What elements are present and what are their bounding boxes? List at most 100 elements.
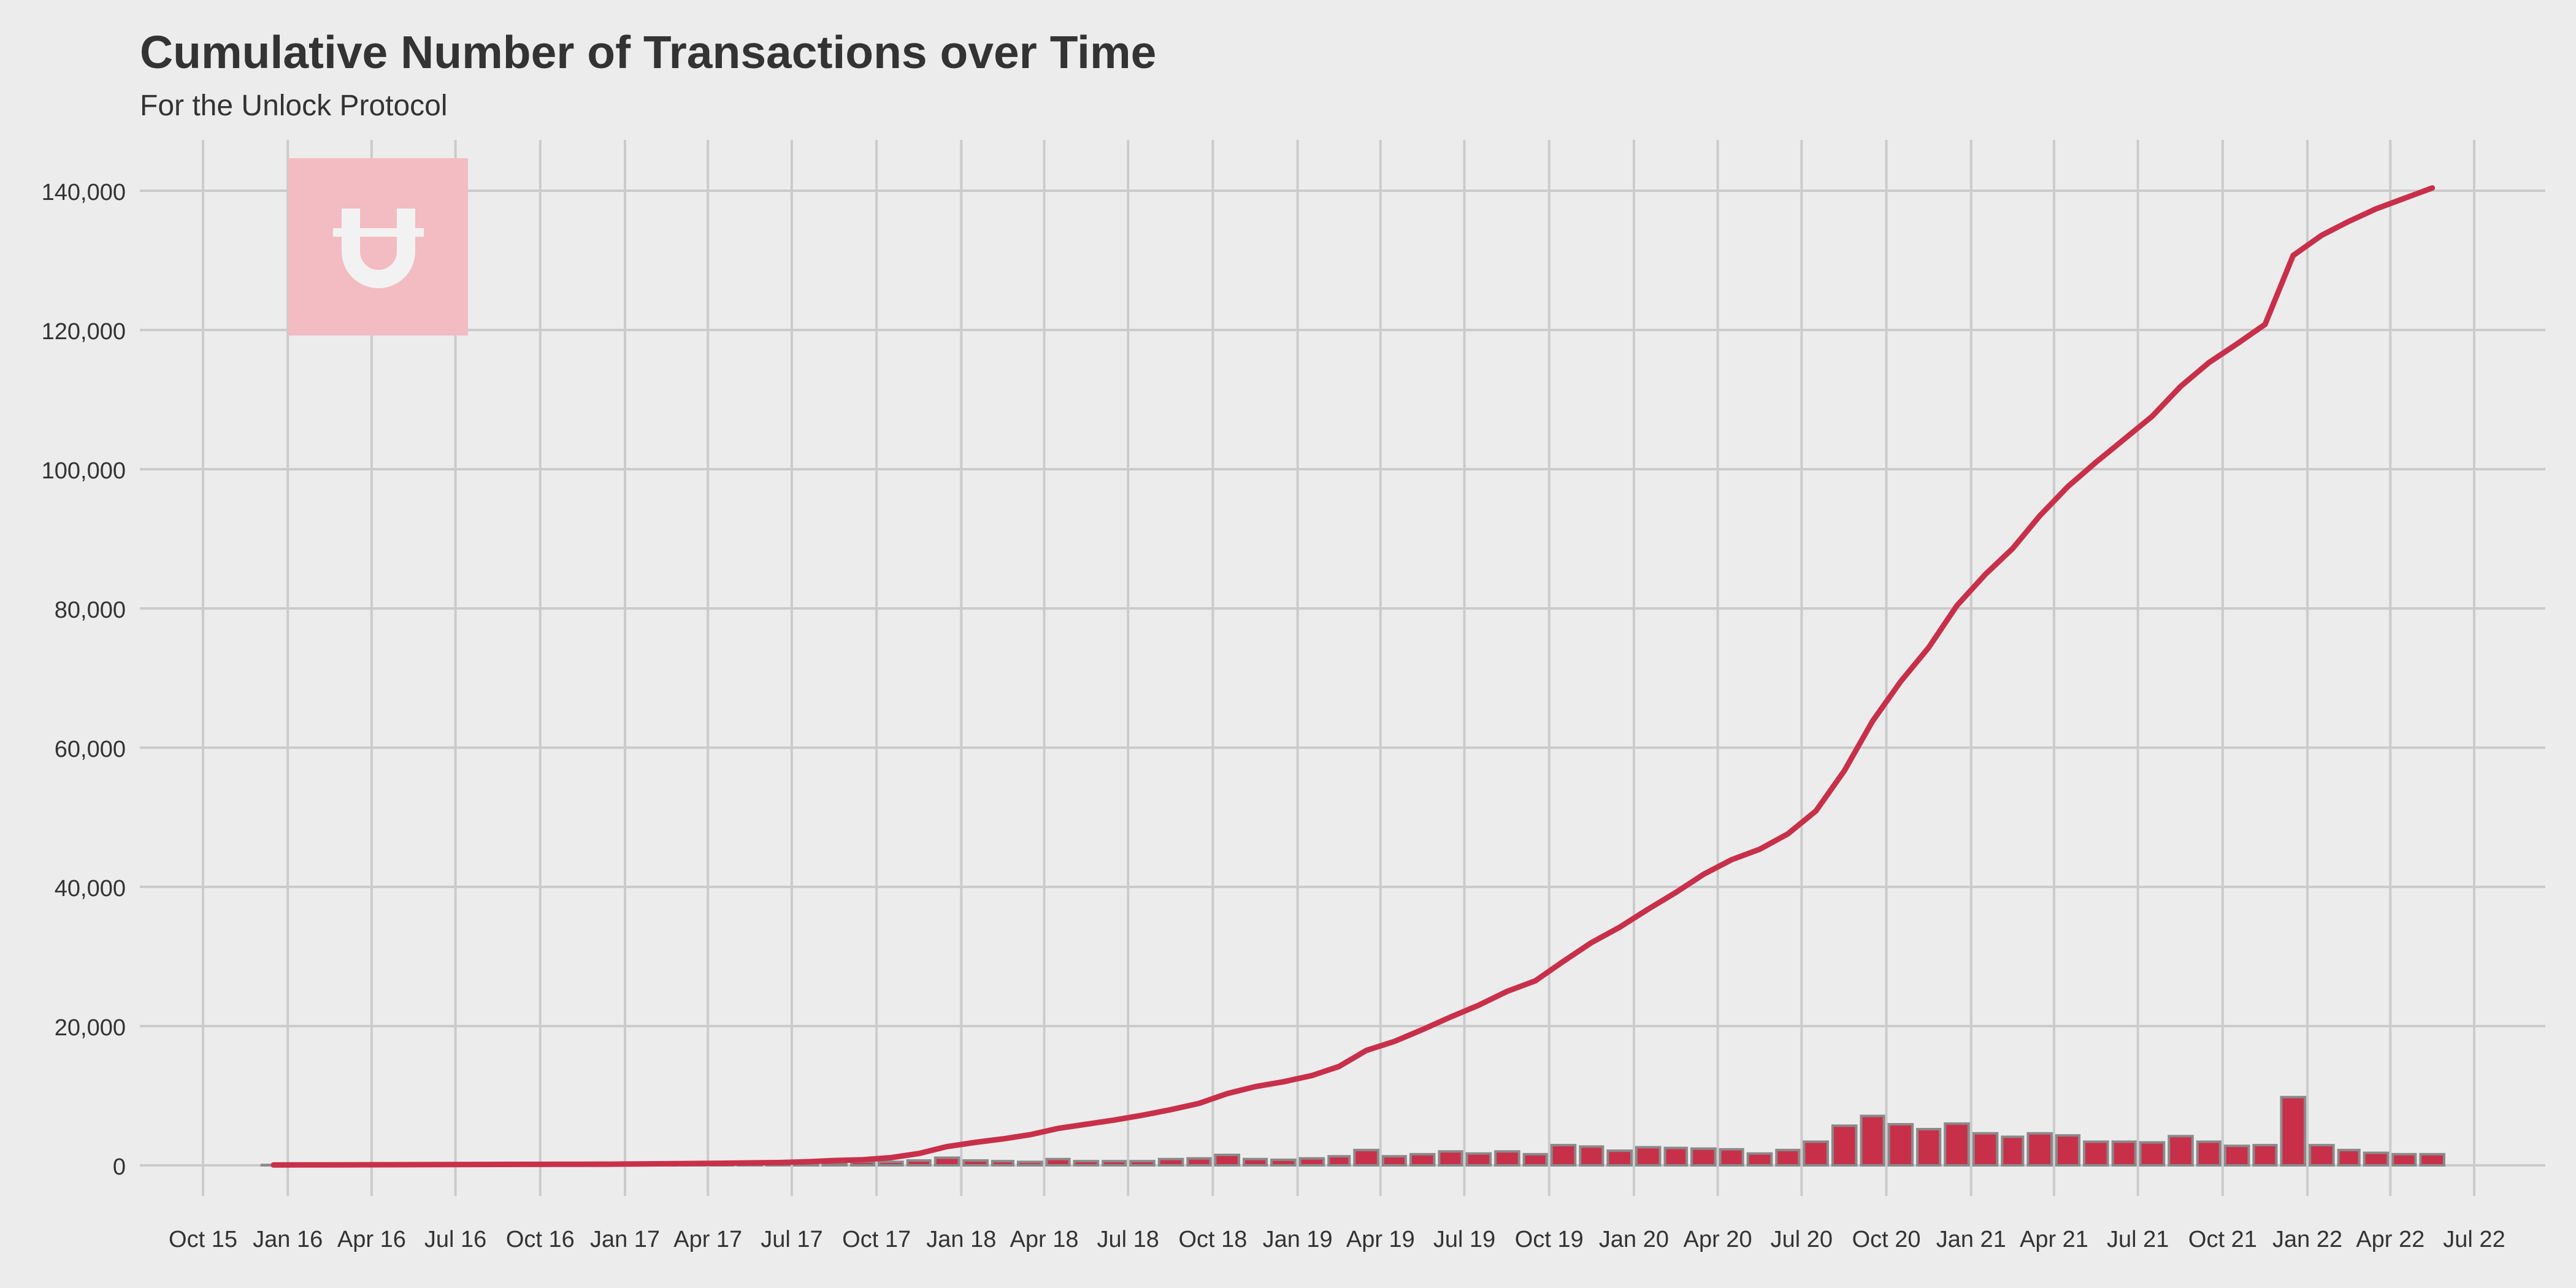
bar — [2280, 1095, 2307, 1167]
bar — [2083, 1140, 2109, 1167]
bar — [1579, 1145, 1604, 1167]
logo-glyph-bar — [333, 228, 424, 237]
bar — [2168, 1135, 2194, 1167]
grid-layer — [140, 140, 2545, 1196]
bar — [2111, 1140, 2137, 1167]
bar — [1719, 1148, 1744, 1167]
bar — [878, 1160, 904, 1167]
x-tick-label: Jul 20 — [1771, 1227, 1833, 1252]
bar — [1129, 1160, 1156, 1167]
x-tick-label: Jan 17 — [590, 1227, 660, 1252]
bar — [1409, 1152, 1436, 1167]
x-tick-label: Jul 21 — [2107, 1227, 2169, 1252]
x-tick-label: Apr 20 — [1684, 1227, 1752, 1252]
bar — [1214, 1153, 1241, 1167]
bar — [2001, 1135, 2025, 1167]
bar — [1746, 1152, 1773, 1167]
bar — [1690, 1147, 1717, 1167]
cumulative-line — [270, 185, 2436, 1168]
bar — [2391, 1152, 2417, 1167]
bar — [1606, 1149, 1633, 1167]
bar — [2419, 1152, 2445, 1167]
bar — [1243, 1157, 1268, 1167]
y-tick-label: 60,000 — [55, 737, 126, 762]
bar — [2252, 1144, 2278, 1167]
bar — [1073, 1160, 1100, 1167]
x-tick-label: Oct 15 — [169, 1227, 237, 1252]
y-tick-label: 80,000 — [55, 597, 126, 623]
x-tick-label: Jan 19 — [1263, 1227, 1333, 1252]
bar — [991, 1160, 1014, 1167]
bar — [933, 1156, 960, 1167]
bar — [2337, 1149, 2361, 1167]
bar — [1972, 1132, 1999, 1167]
bars-layer — [260, 1095, 2445, 1167]
bar — [962, 1159, 989, 1167]
bar — [2196, 1140, 2221, 1167]
x-tick-label: Jul 18 — [1097, 1227, 1159, 1252]
x-tick-label: Oct 19 — [1515, 1227, 1584, 1252]
bar — [1887, 1123, 1914, 1167]
bar — [1663, 1146, 1689, 1167]
x-tick-label: Oct 16 — [506, 1227, 575, 1252]
chart-title: Cumulative Number of Transactions over T… — [140, 26, 1157, 78]
bar — [1298, 1157, 1325, 1167]
x-tick-label: Apr 21 — [2020, 1227, 2088, 1252]
x-tick-label: Jul 19 — [1433, 1227, 1495, 1252]
x-tick-label: Jan 20 — [1599, 1227, 1669, 1252]
bar — [1916, 1127, 1942, 1167]
line-layer — [270, 185, 2436, 1168]
bar — [1550, 1144, 1577, 1167]
bar — [2139, 1141, 2166, 1167]
bar — [1381, 1155, 1407, 1167]
bar — [1157, 1157, 1184, 1167]
x-tick-label: Apr 18 — [1010, 1227, 1079, 1252]
bar — [1775, 1149, 1801, 1167]
y-tick-label: 40,000 — [55, 876, 126, 902]
logo-glyph-u — [342, 209, 415, 288]
x-tick-label: Jan 18 — [926, 1227, 996, 1252]
x-tick-label: Oct 21 — [2188, 1227, 2257, 1252]
bar — [1186, 1157, 1212, 1167]
x-tick-label: Oct 20 — [1852, 1227, 1921, 1252]
x-tick-label: Jul 17 — [761, 1227, 822, 1252]
bar — [1465, 1152, 1492, 1167]
logo-layer — [288, 158, 468, 335]
bar — [1327, 1155, 1351, 1167]
bar — [1635, 1146, 1662, 1167]
x-tick-label: Jul 16 — [424, 1227, 486, 1252]
bar — [1522, 1152, 1548, 1167]
bar — [1860, 1114, 1885, 1167]
bar — [1102, 1160, 1127, 1167]
chart-subtitle: For the Unlock Protocol — [140, 90, 448, 122]
bar — [1016, 1160, 1043, 1167]
x-tick-label: Jan 21 — [1936, 1227, 2006, 1252]
bar — [2223, 1144, 2250, 1167]
bar — [1353, 1149, 1379, 1167]
logo-box — [288, 158, 468, 335]
bar — [2055, 1134, 2081, 1167]
bar — [1831, 1124, 1858, 1167]
x-tick-label: Jan 16 — [253, 1227, 323, 1252]
x-tick-label: Oct 17 — [842, 1227, 911, 1252]
labels-layer: 0 20,000 40,000 60,000 80,000 100,000 120,000 1… — [42, 180, 2505, 1252]
bar — [1270, 1158, 1297, 1167]
bar — [2363, 1151, 2390, 1167]
bar — [1944, 1122, 1970, 1167]
bar — [2026, 1132, 2053, 1167]
x-tick-label: Apr 22 — [2356, 1227, 2425, 1252]
y-tick-label: 100,000 — [42, 458, 126, 484]
x-tick-label: Apr 17 — [673, 1227, 742, 1252]
bar — [1438, 1150, 1463, 1167]
x-tick-label: Oct 18 — [1178, 1227, 1247, 1252]
y-tick-label: 120,000 — [42, 319, 126, 345]
y-tick-label: 0 — [113, 1154, 126, 1180]
bar — [1045, 1157, 1071, 1167]
x-tick-label: Apr 16 — [337, 1227, 406, 1252]
bar — [2309, 1144, 2335, 1167]
x-tick-label: Jul 22 — [2443, 1227, 2505, 1252]
bar — [1494, 1150, 1520, 1167]
y-tick-label: 20,000 — [55, 1015, 126, 1041]
y-tick-label: 140,000 — [42, 180, 126, 205]
unlock-logo-icon — [288, 158, 468, 335]
